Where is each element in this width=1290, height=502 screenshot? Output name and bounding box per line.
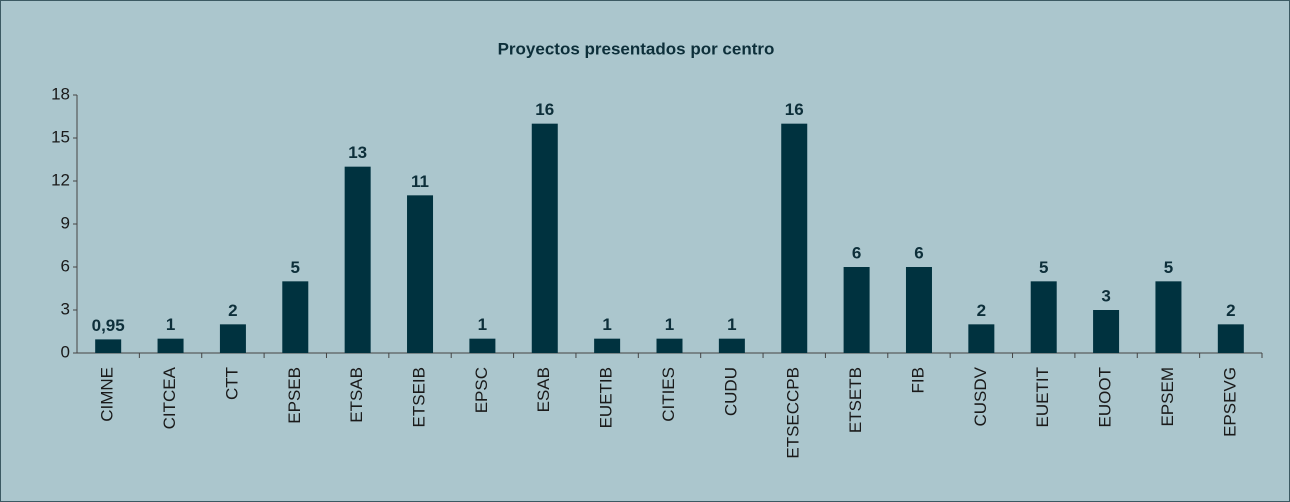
- bar: [594, 338, 621, 353]
- data-label: 5: [291, 258, 300, 277]
- data-label: 2: [977, 301, 986, 320]
- bar: [407, 195, 434, 353]
- x-tick-label: EPSEVG: [1220, 367, 1239, 437]
- data-label: 1: [478, 315, 487, 334]
- x-tick-label: EPSC: [472, 367, 491, 413]
- data-label: 6: [852, 243, 861, 262]
- bar: [718, 338, 745, 353]
- y-tick-label: 6: [61, 256, 70, 275]
- y-tick-label: 3: [61, 299, 70, 318]
- y-tick-label: 18: [51, 84, 70, 103]
- y-tick-label: 9: [61, 213, 70, 232]
- bar: [1217, 324, 1244, 353]
- data-label: 1: [665, 315, 674, 334]
- chart-title: Proyectos presentados por centro: [498, 39, 775, 58]
- bar: [344, 166, 371, 353]
- data-label: 1: [727, 315, 736, 334]
- x-tick-label: ESAB: [534, 367, 553, 412]
- bar: [157, 338, 184, 353]
- data-label: 11: [411, 172, 429, 191]
- data-label: 16: [785, 100, 804, 119]
- x-tick-label: ETSEIB: [410, 367, 429, 427]
- bar: [282, 281, 309, 353]
- x-tick-label: CIMNE: [98, 367, 117, 422]
- data-label: 13: [348, 143, 367, 162]
- bar: [531, 123, 558, 354]
- bar: [219, 324, 246, 353]
- bar: [656, 338, 683, 353]
- x-tick-label: ETSECCPB: [784, 367, 803, 459]
- y-tick-label: 0: [61, 342, 70, 361]
- bar: [781, 123, 808, 354]
- x-tick-label: FIB: [908, 367, 927, 393]
- bar: [905, 267, 932, 353]
- data-label: 5: [1164, 258, 1173, 277]
- bar: [1093, 310, 1120, 353]
- x-tick-label: ETSAB: [347, 367, 366, 423]
- x-tick-label: EPSEM: [1158, 367, 1177, 427]
- data-label: 5: [1039, 258, 1048, 277]
- data-label: 2: [228, 301, 237, 320]
- x-tick-label: CTT: [222, 367, 241, 400]
- bar: [95, 339, 122, 353]
- y-tick-label: 12: [51, 170, 70, 189]
- bar: [469, 338, 496, 353]
- bar: [968, 324, 995, 353]
- x-tick-label: EUETIT: [1033, 367, 1052, 427]
- data-label: 1: [166, 315, 175, 334]
- data-label: 16: [535, 100, 554, 119]
- x-tick-label: CITIES: [659, 367, 678, 422]
- data-label: 0,95: [92, 316, 125, 335]
- data-label: 6: [914, 243, 923, 262]
- x-tick-label: CUSDV: [971, 366, 990, 426]
- data-label: 3: [1101, 286, 1110, 305]
- y-tick-label: 15: [51, 127, 70, 146]
- data-label: 1: [602, 315, 611, 334]
- x-tick-label: CITCEA: [160, 366, 179, 429]
- x-tick-label: CUDU: [721, 367, 740, 416]
- x-tick-label: EUOOT: [1096, 367, 1115, 427]
- bar: [1155, 281, 1182, 353]
- x-tick-label: EPSEB: [285, 367, 304, 424]
- x-tick-label: EUETIB: [597, 367, 616, 428]
- bar: [1030, 281, 1057, 353]
- data-label: 2: [1226, 301, 1235, 320]
- x-tick-label: ETSETB: [846, 367, 865, 433]
- bar: [843, 267, 870, 353]
